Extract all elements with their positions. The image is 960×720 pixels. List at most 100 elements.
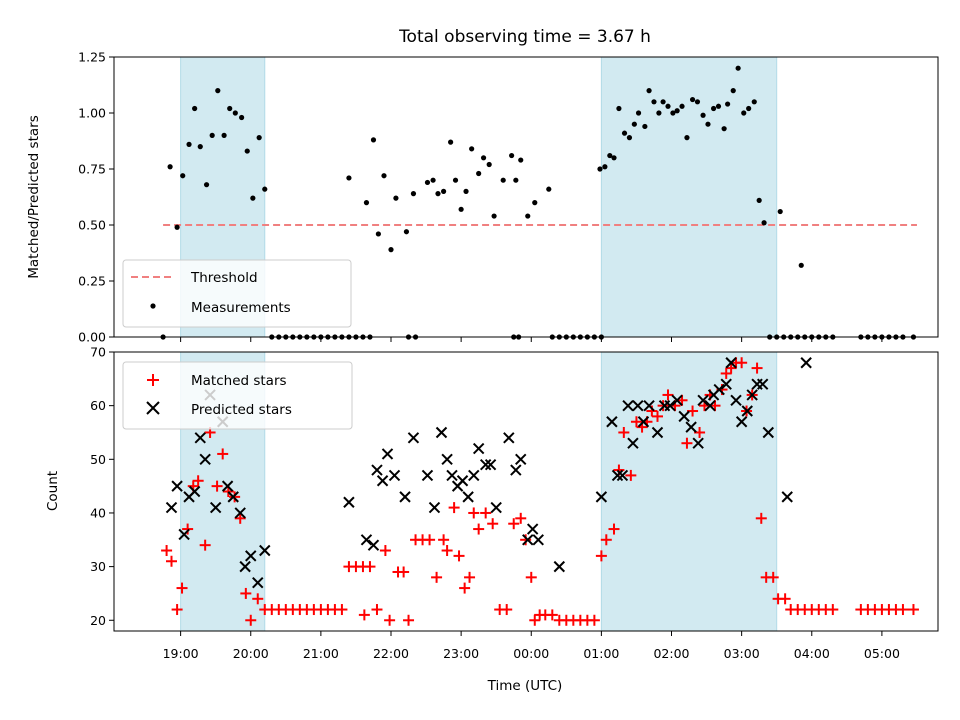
- measurement-point: [227, 105, 233, 112]
- y-tick-label: 40: [90, 505, 106, 520]
- measurement-point: [509, 152, 515, 159]
- matched-point: [252, 593, 264, 605]
- predicted-point: [746, 389, 758, 401]
- predicted-point: [428, 501, 441, 514]
- measurement-point: [597, 166, 603, 172]
- x-tick-label: 23:00: [443, 646, 479, 661]
- top-y-ticks: 0.00 0.25 0.50 0.75 1.00 1.25: [78, 50, 114, 345]
- measurement-point: [500, 177, 506, 183]
- measurement-point: [363, 200, 370, 206]
- measurement-point: [730, 88, 736, 94]
- predicted-point: [367, 539, 380, 551]
- matched-point: [681, 437, 693, 449]
- predicted-point: [252, 577, 264, 589]
- measurement-point: [694, 99, 701, 105]
- measurement-point: [435, 191, 441, 197]
- measurement-point: [660, 99, 666, 105]
- measurement-point: [715, 103, 722, 109]
- y-tick-label: 50: [90, 452, 106, 467]
- measurement-point: [532, 200, 538, 206]
- matched-point: [755, 512, 767, 524]
- measurement-point: [525, 213, 531, 219]
- predicted-point: [239, 560, 251, 573]
- matched-point: [529, 614, 541, 626]
- predicted-point: [259, 544, 271, 557]
- measurement-point: [370, 137, 377, 143]
- matched-point: [907, 604, 919, 616]
- matched-point: [453, 550, 465, 562]
- y-tick-label: 0.50: [78, 218, 106, 233]
- measurement-point: [452, 177, 459, 183]
- predicted-point: [227, 491, 239, 503]
- measurement-point: [705, 121, 711, 127]
- measurement-point: [393, 195, 399, 201]
- measurement-point: [741, 110, 747, 116]
- matched-point: [403, 614, 415, 626]
- measurement-point: [192, 105, 198, 112]
- x-tick-label: 21:00: [303, 646, 339, 661]
- predicted-point: [704, 399, 716, 412]
- predicted-point: [165, 501, 178, 514]
- matched-point: [751, 362, 763, 374]
- predicted-point: [671, 394, 683, 406]
- matched-point: [199, 539, 211, 551]
- measurement-point: [388, 247, 394, 253]
- measurement-point: [642, 123, 648, 130]
- y-tick-label: 0.00: [78, 330, 106, 345]
- matched-point: [448, 502, 460, 514]
- predicted-point: [388, 469, 401, 482]
- predicted-legend-swatch: [146, 401, 160, 415]
- matched-point: [176, 582, 188, 594]
- matched-point: [211, 480, 223, 492]
- measurement-point: [174, 224, 180, 230]
- matched-point: [515, 512, 527, 524]
- matched-point: [398, 566, 410, 578]
- legend-matched-label: Matched stars: [191, 373, 287, 389]
- measurement-point: [209, 132, 215, 138]
- measurement-point: [679, 103, 685, 109]
- predicted-point: [526, 523, 539, 535]
- predicted-point: [781, 491, 793, 503]
- measurement-point: [611, 155, 617, 161]
- y-tick-label: 30: [90, 559, 106, 574]
- measurement-point: [262, 186, 268, 192]
- measurement-point: [798, 262, 804, 268]
- measurement-point: [756, 197, 762, 203]
- y-tick-label: 60: [90, 398, 106, 413]
- x-tick-label: 20:00: [233, 646, 269, 661]
- y-tick-label: 20: [90, 613, 106, 628]
- predicted-point: [756, 378, 769, 390]
- matched-point: [192, 475, 204, 487]
- measurement-point: [725, 101, 731, 107]
- matched-point: [720, 367, 732, 379]
- measurement-point: [197, 144, 203, 150]
- measurement-point: [616, 105, 622, 112]
- measurement-point: [513, 177, 519, 183]
- predicted-point: [762, 426, 774, 439]
- measurement-point: [602, 164, 608, 170]
- matched-point: [234, 512, 246, 524]
- measurement-point: [203, 182, 210, 188]
- x-tick-label: 02:00: [653, 646, 689, 661]
- predicted-point: [371, 464, 383, 476]
- measurement-point: [256, 135, 262, 141]
- predicted-point: [800, 357, 812, 369]
- measurement-point: [761, 220, 767, 226]
- predicted-point: [199, 453, 211, 466]
- predicted-point: [234, 507, 246, 519]
- predicted-point: [532, 534, 544, 546]
- measurement-point: [491, 213, 497, 219]
- predicted-point: [643, 399, 655, 412]
- top-legend: Threshold Measurements: [122, 259, 352, 328]
- predicted-point: [456, 475, 469, 487]
- matched-point: [161, 545, 173, 557]
- predicted-point: [651, 426, 664, 439]
- legend-predicted-label: Predicted stars: [191, 402, 292, 418]
- matched-point: [779, 593, 791, 605]
- y-tick-label: 70: [90, 345, 106, 360]
- measurement-point: [167, 164, 173, 170]
- matched-point: [525, 571, 537, 583]
- predicted-point: [735, 416, 748, 428]
- measurement-point: [424, 179, 431, 186]
- matched-point: [588, 614, 600, 626]
